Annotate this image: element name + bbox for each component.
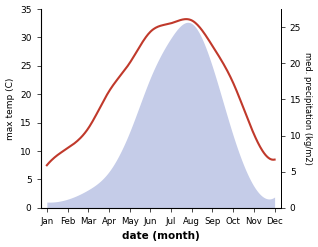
Y-axis label: med. precipitation (kg/m2): med. precipitation (kg/m2) — [303, 52, 313, 165]
X-axis label: date (month): date (month) — [122, 231, 200, 242]
Y-axis label: max temp (C): max temp (C) — [5, 77, 15, 140]
